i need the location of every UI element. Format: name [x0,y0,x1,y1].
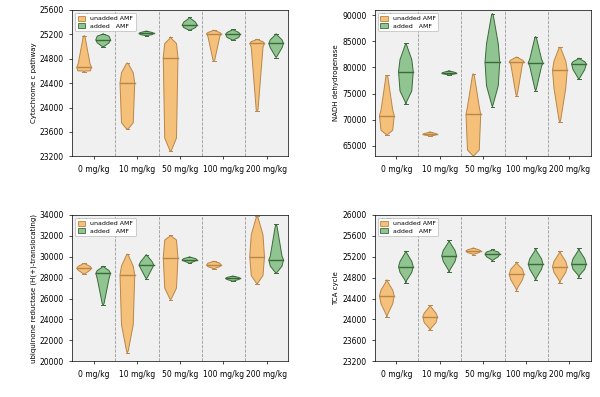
Polygon shape [553,47,567,122]
Legend: unadded AMF, added   AMF: unadded AMF, added AMF [378,218,439,236]
Polygon shape [77,36,91,72]
Polygon shape [206,261,221,269]
Polygon shape [380,75,394,135]
Polygon shape [250,39,265,111]
Polygon shape [553,251,567,283]
Polygon shape [485,13,500,107]
Polygon shape [226,276,240,281]
Polygon shape [139,31,154,36]
Polygon shape [572,58,586,79]
Polygon shape [139,254,154,279]
Text: (c): (c) [76,218,89,228]
Polygon shape [572,249,586,278]
Legend: unadded AMF, added   AMF: unadded AMF, added AMF [75,218,136,236]
Polygon shape [509,262,524,291]
Legend: unadded AMF, added   AMF: unadded AMF, added AMF [75,13,136,31]
Polygon shape [182,257,197,264]
Polygon shape [485,249,500,261]
Polygon shape [398,43,413,104]
Polygon shape [96,266,110,305]
Polygon shape [442,71,457,75]
Polygon shape [398,251,413,283]
Legend: unadded AMF, added   AMF: unadded AMF, added AMF [378,13,439,31]
Polygon shape [269,34,283,58]
Polygon shape [163,235,178,300]
Polygon shape [509,57,524,96]
Polygon shape [529,37,543,91]
Polygon shape [528,249,543,280]
Polygon shape [96,34,110,46]
Polygon shape [466,74,481,156]
Y-axis label: Cytochrome c pathway: Cytochrome c pathway [31,43,37,123]
Y-axis label: TCA cycle: TCA cycle [334,271,340,305]
Polygon shape [466,248,481,254]
Polygon shape [206,30,221,61]
Polygon shape [120,63,135,129]
Y-axis label: NADH dehydrogenase: NADH dehydrogenase [333,45,339,121]
Polygon shape [250,216,265,284]
Polygon shape [182,17,197,30]
Polygon shape [380,280,394,317]
Polygon shape [423,305,437,330]
Polygon shape [423,132,437,137]
Polygon shape [226,29,240,40]
Polygon shape [269,224,283,274]
Polygon shape [163,37,178,151]
Polygon shape [442,241,457,272]
Text: (d): (d) [379,218,393,228]
Text: (a): (a) [76,13,90,23]
Polygon shape [77,263,91,274]
Polygon shape [120,254,135,353]
Text: (b): (b) [379,13,393,23]
Y-axis label: ubiquinone reductase (H(+)-translocating): ubiquinone reductase (H(+)-translocating… [30,214,37,362]
